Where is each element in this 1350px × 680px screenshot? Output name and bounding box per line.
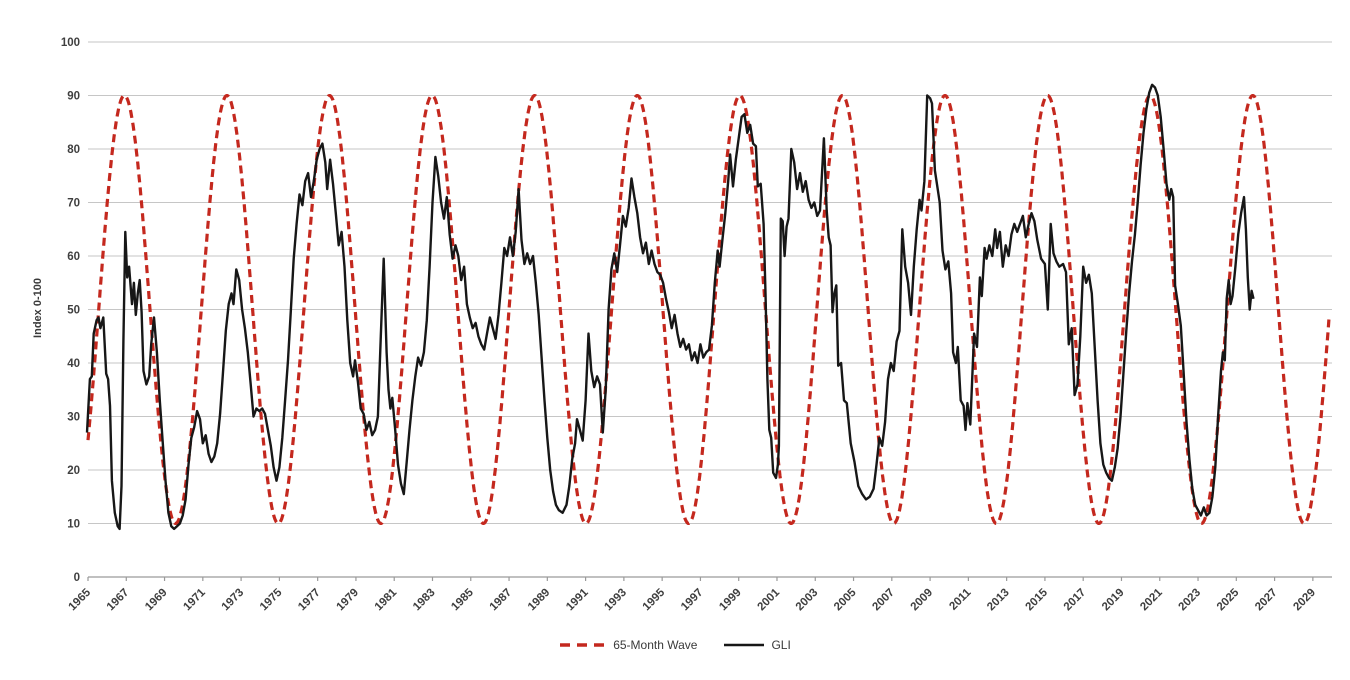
x-tick-label: 2005 bbox=[832, 586, 859, 613]
x-tick-label: 1999 bbox=[717, 587, 744, 614]
x-tick-label: 1987 bbox=[488, 587, 515, 614]
x-tick-label: 2021 bbox=[1138, 586, 1165, 613]
x-tick-label: 1973 bbox=[220, 587, 247, 614]
y-tick-label: 60 bbox=[67, 251, 80, 263]
x-tick-label: 1981 bbox=[373, 586, 400, 613]
x-tick-label: 2009 bbox=[909, 587, 936, 614]
y-tick-label: 0 bbox=[74, 572, 80, 584]
x-tick-label: 1979 bbox=[334, 587, 361, 614]
x-tick-label: 2003 bbox=[794, 587, 821, 614]
y-tick-label: 20 bbox=[67, 465, 80, 477]
x-tick-label: 1971 bbox=[181, 586, 208, 613]
x-tick-label: 1997 bbox=[679, 587, 706, 614]
x-tick-label: 1965 bbox=[67, 586, 94, 613]
legend-label: GLI bbox=[771, 638, 791, 652]
x-tick-label: 1967 bbox=[105, 587, 132, 614]
x-tick-label: 2007 bbox=[870, 587, 897, 614]
x-tick-label: 1977 bbox=[296, 587, 323, 614]
x-tick-label: 1991 bbox=[564, 586, 591, 613]
x-tick-label: 2013 bbox=[985, 587, 1012, 614]
x-tick-label: 1995 bbox=[641, 586, 668, 613]
wave-legend-marker bbox=[560, 643, 607, 647]
x-tick-label: 2025 bbox=[1215, 586, 1242, 613]
x-tick-label: 2001 bbox=[756, 586, 783, 613]
y-tick-label: 70 bbox=[67, 198, 80, 210]
y-tick-label: 50 bbox=[67, 305, 80, 317]
x-tick-label: 1993 bbox=[602, 587, 629, 614]
x-tick-label: 2015 bbox=[1023, 586, 1050, 613]
gli-legend-marker bbox=[724, 643, 765, 647]
legend-item-wave: 65-Month Wave bbox=[559, 638, 697, 652]
gli-series-line bbox=[85, 83, 1255, 531]
legend-label: 65-Month Wave bbox=[613, 638, 698, 652]
y-tick-label: 80 bbox=[67, 144, 80, 156]
x-tick-label: 1969 bbox=[143, 587, 170, 614]
x-tick-label: 2023 bbox=[1177, 587, 1204, 614]
y-tick-label: 100 bbox=[61, 37, 80, 49]
y-tick-label: 10 bbox=[67, 519, 80, 531]
x-tick-label: 1985 bbox=[449, 586, 476, 613]
x-tick-label: 2019 bbox=[1100, 587, 1127, 614]
y-tick-label: 30 bbox=[67, 412, 80, 424]
wave-series-line bbox=[86, 93, 1331, 526]
x-tick-label: 2027 bbox=[1253, 587, 1280, 614]
y-axis-title: Index 0-100 bbox=[32, 278, 44, 338]
chart-legend: 65-Month Wave GLI bbox=[0, 638, 1350, 652]
x-tick-label: 1989 bbox=[526, 587, 553, 614]
legend-item-gli: GLI bbox=[723, 638, 791, 652]
x-tick-label: 1975 bbox=[258, 586, 285, 613]
x-tick-label: 2029 bbox=[1291, 587, 1318, 614]
y-tick-label: 90 bbox=[67, 91, 80, 103]
x-tick-label: 1983 bbox=[411, 587, 438, 614]
x-tick-label: 2017 bbox=[1062, 587, 1089, 614]
y-tick-label: 40 bbox=[67, 358, 80, 370]
x-tick-label: 2011 bbox=[947, 586, 974, 613]
